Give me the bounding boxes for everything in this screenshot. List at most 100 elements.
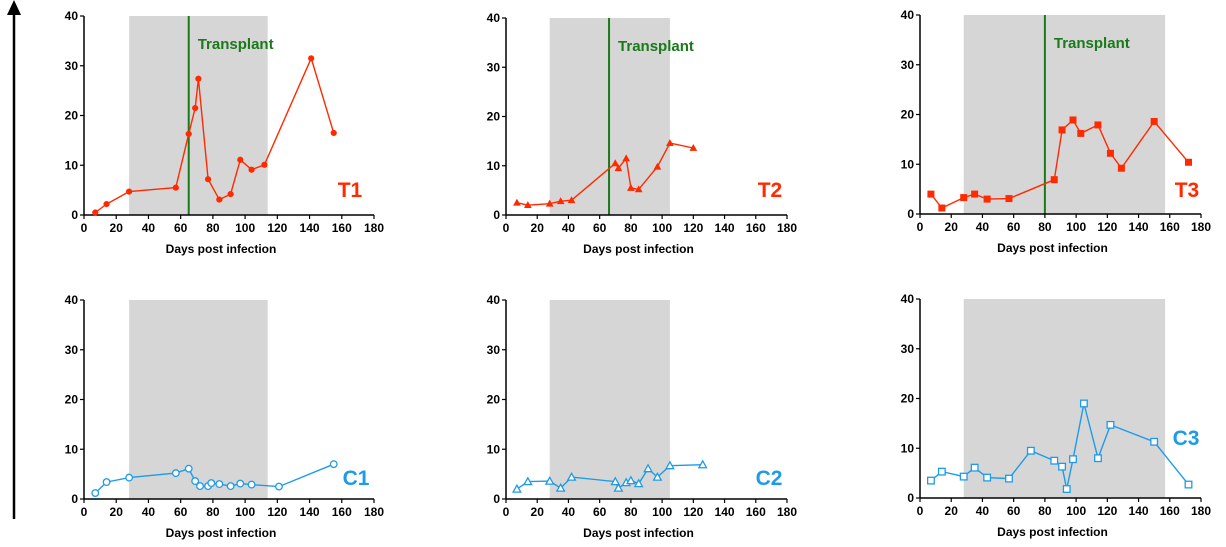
data-point (665, 460, 675, 470)
x-tick-label: 20 (945, 504, 959, 518)
data-point (959, 472, 968, 481)
x-tick-label: 100 (652, 505, 672, 519)
panel-c1: 0 10 20 30 40 0 20 40 60 80 100 120 140 160 180 Days po… (65, 293, 385, 540)
y-tick-label: 40 (487, 293, 501, 307)
x-tick-label: 60 (174, 505, 188, 519)
x-tick-label: 100 (652, 221, 672, 235)
x-tick-label: 20 (531, 505, 545, 519)
shaded-region (963, 15, 1166, 214)
data-point (522, 476, 533, 486)
x-tick-label: 160 (332, 221, 352, 235)
x-tick-label: 100 (1066, 220, 1086, 234)
data-point (171, 469, 180, 478)
data-point (970, 463, 979, 472)
x-tick-label: 100 (235, 505, 255, 519)
x-tick-label: 140 (1129, 220, 1149, 234)
x-tick-label: 140 (300, 221, 320, 235)
x-axis-label: Days post infection (997, 241, 1108, 255)
data-point (614, 164, 623, 172)
data-point (125, 473, 134, 482)
y-tick-label: 20 (487, 393, 501, 407)
y-tick-label: 0 (71, 492, 78, 506)
x-tick-label: 60 (1007, 220, 1021, 234)
x-axis-label: Days post infection (166, 526, 277, 540)
y-tick-label: 0 (493, 492, 500, 506)
y-tick-label: 0 (907, 207, 914, 221)
x-tick-label: 40 (142, 221, 156, 235)
x-tick-label: 80 (1038, 220, 1052, 234)
data-point (207, 479, 216, 488)
data-point (610, 476, 621, 486)
data-point (960, 194, 968, 202)
data-point (1069, 455, 1077, 464)
y-tick-label: 10 (487, 442, 501, 456)
data-point (91, 489, 100, 497)
data-point (1026, 446, 1035, 455)
x-axis-label: Days post infection (583, 526, 694, 540)
data-point (627, 183, 635, 191)
x-axis-label: Days post infection (583, 242, 694, 256)
data-point (1094, 121, 1102, 129)
x-tick-label: 140 (715, 221, 735, 235)
x-tick-label: 40 (142, 505, 156, 519)
data-point (1058, 462, 1067, 471)
x-tick-label: 120 (683, 221, 703, 235)
y-axis-arrow (7, 0, 21, 519)
x-tick-label: 160 (332, 505, 352, 519)
data-point (697, 459, 708, 469)
data-point (512, 483, 522, 493)
panel-c3: 0 10 20 30 40 0 20 40 60 80 100 120 140 160 180 Days po… (901, 292, 1212, 539)
data-point (513, 198, 521, 206)
x-tick-label: 140 (1129, 504, 1149, 518)
data-point (184, 464, 193, 473)
y-tick-label: 0 (907, 491, 914, 505)
y-tick-label: 10 (487, 159, 501, 173)
y-tick-label: 40 (65, 293, 79, 307)
x-axis-label: Days post infection (997, 525, 1108, 539)
y-tick-label: 10 (901, 157, 915, 171)
data-point (215, 480, 224, 489)
data-point (927, 190, 935, 198)
data-point (633, 478, 644, 488)
x-tick-label: 160 (1160, 220, 1180, 234)
data-point (1077, 129, 1085, 137)
data-point (1062, 485, 1071, 493)
data-point (983, 473, 992, 482)
x-tick-label: 100 (1066, 504, 1086, 518)
data-point (634, 185, 643, 193)
data-point (1150, 437, 1159, 446)
data-point (689, 143, 698, 151)
y-tick-label: 40 (901, 8, 915, 22)
data-point (126, 188, 133, 195)
y-tick-label: 0 (71, 208, 78, 222)
x-tick-label: 0 (503, 505, 510, 519)
data-point (611, 159, 620, 167)
x-tick-label: 0 (917, 504, 924, 518)
x-tick-label: 60 (1007, 504, 1021, 518)
data-point (1058, 126, 1066, 134)
data-point (545, 199, 554, 207)
transplant-label: Transplant (618, 38, 694, 55)
data-point (666, 139, 674, 146)
data-point (185, 130, 192, 138)
x-tick-label: 40 (562, 505, 576, 519)
data-point (555, 482, 566, 492)
x-tick-label: 120 (1097, 504, 1117, 518)
x-tick-label: 80 (624, 221, 638, 235)
data-point (236, 479, 245, 488)
x-tick-label: 80 (1038, 504, 1052, 518)
x-tick-label: 160 (746, 221, 766, 235)
panel-t1: Transplant 0 10 20 30 40 0 20 40 60 80 100 120 140 160… (65, 9, 385, 256)
panel-label: C2 (756, 467, 783, 490)
data-point (237, 156, 244, 163)
data-point (1005, 474, 1013, 483)
panel-t3: Transplant 0 10 20 30 40 0 20 40 60 80 100 120 140 160… (901, 8, 1212, 255)
x-tick-label: 180 (364, 221, 384, 235)
x-tick-label: 60 (593, 505, 607, 519)
x-tick-label: 180 (1191, 220, 1211, 234)
x-tick-label: 60 (593, 221, 607, 235)
data-point (567, 196, 576, 204)
x-tick-label: 120 (1097, 220, 1117, 234)
data-point (1094, 454, 1102, 463)
x-tick-label: 180 (777, 505, 797, 519)
